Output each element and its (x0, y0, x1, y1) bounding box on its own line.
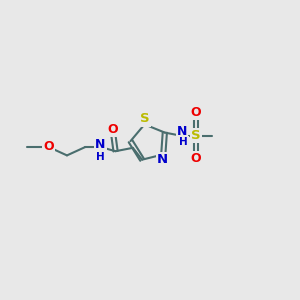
Text: O: O (190, 106, 201, 119)
Text: H: H (179, 137, 188, 147)
Text: N: N (157, 153, 168, 166)
Text: S: S (191, 129, 201, 142)
Text: H: H (96, 152, 105, 162)
Text: N: N (95, 138, 106, 151)
Text: S: S (140, 112, 150, 125)
Text: O: O (108, 123, 118, 136)
Text: N: N (177, 125, 187, 139)
Text: O: O (43, 140, 54, 154)
Text: O: O (190, 152, 201, 165)
